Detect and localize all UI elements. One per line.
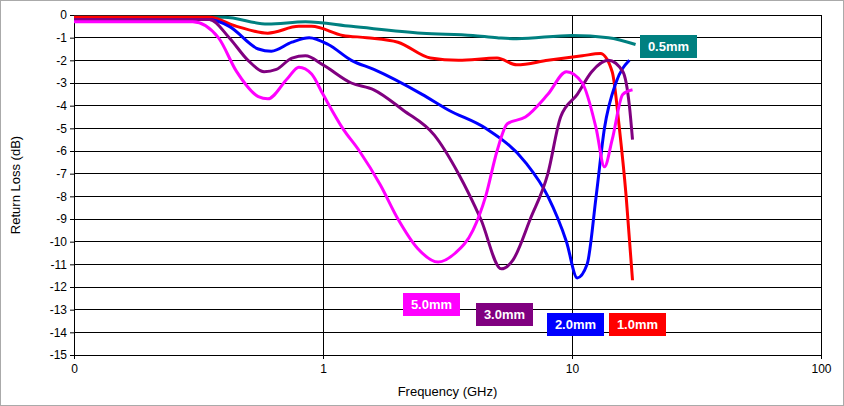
label-box: [547, 313, 604, 336]
y-tick-mark: [70, 128, 74, 129]
y-grid-line: [74, 219, 821, 220]
y-tick-label: -15: [50, 348, 68, 362]
y-tick-mark: [70, 151, 74, 152]
y-tick-mark: [70, 60, 74, 61]
series-line: [74, 20, 633, 269]
x-axis: 0 1 10 100: [71, 355, 832, 376]
y-tick: -1: [56, 31, 74, 45]
y-tick: -15: [50, 348, 74, 362]
y-tick: -14: [50, 326, 74, 340]
x-tick: 0: [71, 355, 78, 376]
y-tick: -4: [56, 99, 74, 113]
label-box: [640, 35, 697, 58]
y-tick-label: -9: [56, 212, 67, 226]
y-tick-label: -2: [56, 54, 67, 68]
y-tick-mark: [70, 310, 74, 311]
plot-frame: [74, 15, 821, 355]
y-grid-line: [74, 287, 821, 288]
y-grid-line: [74, 151, 821, 152]
x-tick-label: 1: [320, 362, 327, 376]
y-tick: 0: [60, 8, 74, 22]
y-tick-label: -7: [56, 167, 67, 181]
y-tick-mark: [70, 264, 74, 265]
x-tick-label: 100: [811, 362, 831, 376]
y-tick-mark: [70, 174, 74, 175]
series-group: [74, 17, 636, 280]
y-tick-mark: [70, 83, 74, 84]
y-grid-line: [74, 83, 821, 84]
grid: [74, 15, 821, 355]
y-tick: -7: [56, 167, 74, 181]
y-tick-label: -11: [51, 258, 68, 272]
y-tick-label: -1: [56, 31, 67, 45]
y-grid-line: [74, 241, 821, 242]
x-tick-mark: [572, 355, 573, 359]
y-tick: -12: [50, 280, 74, 294]
y-tick: -6: [56, 144, 74, 158]
y-axis-title: Return Loss (dB): [8, 136, 23, 234]
y-grid-line: [74, 264, 821, 265]
x-tick-mark: [323, 355, 324, 359]
chart-border: [1, 1, 844, 406]
series-label: 0.5mm: [648, 39, 689, 54]
y-tick: -2: [56, 54, 74, 68]
series-labels: 0.5mm 1.0mm 2.0mm 3.0mm 5.0mm: [403, 35, 697, 336]
y-tick-mark: [70, 219, 74, 220]
series-label: 3.0mm: [484, 307, 525, 322]
x-tick: 10: [566, 355, 580, 376]
y-tick: -13: [50, 303, 74, 317]
y-grid-line: [74, 128, 821, 129]
chart: 0110100-15-14-13-12-11-10-9-8-7-6-5-4-3-…: [0, 0, 844, 406]
y-tick: -11: [51, 258, 74, 272]
series-label: 5.0mm: [411, 297, 452, 312]
series-label: 2.0mm: [555, 317, 596, 332]
y-tick-label: -5: [56, 122, 67, 136]
series-label: 1.0mm: [617, 317, 658, 332]
x-tick: 100: [811, 355, 831, 376]
series-line: [74, 17, 633, 280]
y-tick-mark: [70, 287, 74, 288]
y-tick-mark: [70, 355, 74, 356]
y-axis: -15-14-13-12-11-10-9-8-7-6-5-4-3-2-10: [50, 8, 75, 362]
y-tick: -5: [56, 122, 74, 136]
plot: [74, 15, 821, 355]
y-tick-label: -14: [50, 326, 68, 340]
series-line: [74, 22, 633, 262]
y-tick: -8: [56, 190, 74, 204]
y-tick-label: -3: [56, 76, 67, 90]
y-tick-label: -12: [50, 280, 68, 294]
y-tick-mark: [70, 15, 74, 16]
y-tick-mark: [70, 242, 74, 243]
x-grid-line: [572, 15, 573, 355]
x-axis-line: [75, 356, 822, 360]
x-tick-label: 0: [71, 362, 78, 376]
y-tick-label: -13: [50, 303, 68, 317]
y-tick-label: -10: [50, 235, 68, 249]
x-axis-title: Frequency (GHz): [398, 384, 498, 399]
y-tick: -10: [50, 235, 74, 249]
y-tick-mark: [70, 106, 74, 107]
y-grid-line: [74, 37, 821, 38]
y-tick-label: -8: [56, 190, 67, 204]
label-box: [609, 313, 666, 336]
label-box: [476, 303, 533, 326]
y-grid-line: [74, 105, 821, 106]
y-tick-mark: [70, 196, 74, 197]
x-tick: 1: [320, 355, 327, 376]
y-tick: -9: [56, 212, 74, 226]
y-tick-mark: [70, 38, 74, 39]
y-tick-mark: [70, 332, 74, 333]
y-grid-line: [74, 173, 821, 174]
y-tick-label: 0: [60, 8, 67, 22]
series-line: [74, 20, 629, 278]
y-tick-label: -4: [56, 99, 67, 113]
y-grid-line: [74, 196, 821, 197]
y-tick: -3: [56, 76, 74, 90]
x-tick-label: 10: [566, 362, 580, 376]
y-grid-line: [74, 332, 821, 333]
label-box: [403, 293, 460, 316]
y-tick-label: -6: [56, 144, 67, 158]
x-tick-mark: [821, 355, 822, 359]
